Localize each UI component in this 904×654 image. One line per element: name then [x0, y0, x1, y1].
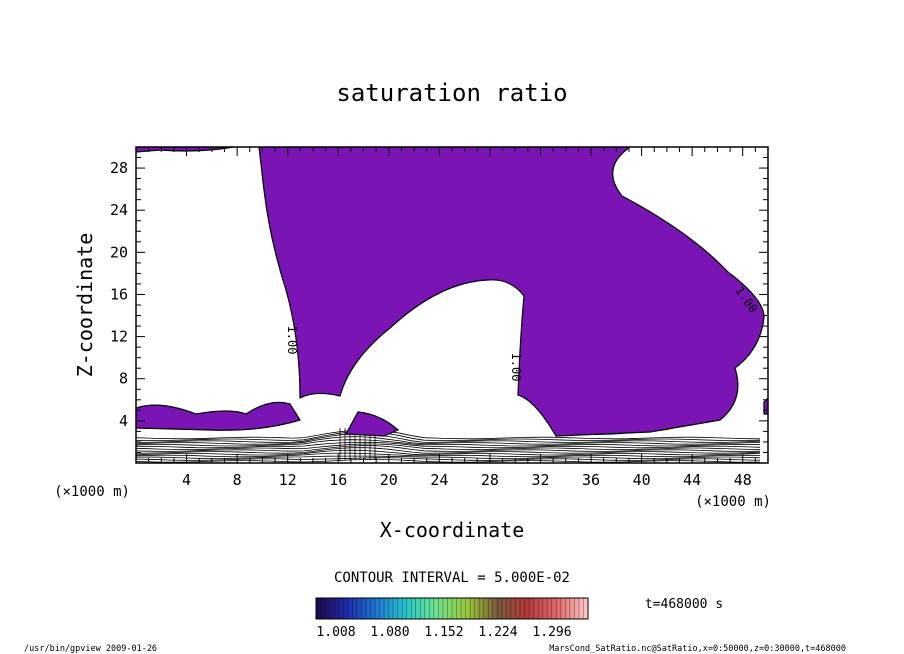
- surface-contour: [136, 441, 761, 449]
- x-tick-label: 44: [683, 471, 701, 489]
- y-tick-label: 24: [110, 201, 128, 219]
- x-unit-label: (×1000 m): [54, 484, 130, 500]
- y-axis: 4 8 12 16 20 24 28: [110, 157, 768, 453]
- surface-contour: [136, 436, 761, 445]
- x-tick-label: 20: [380, 471, 398, 489]
- surface-contour: [136, 452, 761, 458]
- colorbar-tick-label: 1.008: [316, 625, 355, 640]
- contour-labels: 1.00 1.00 1.00: [285, 284, 760, 382]
- y-tick-label: 8: [119, 370, 128, 388]
- surface-contour: [136, 429, 761, 440]
- surface-contour: [136, 439, 761, 447]
- x-tick-label: 32: [531, 471, 549, 489]
- x-tick-label: 16: [329, 471, 347, 489]
- surface-contour: [136, 431, 761, 442]
- time-label: t=468000 s: [645, 597, 723, 612]
- y-tick-label: 28: [110, 159, 128, 177]
- x-tick-label: 48: [734, 471, 752, 489]
- surface-contour: [136, 443, 761, 451]
- x-tick-label: 12: [279, 471, 297, 489]
- x-tick-label: 4: [182, 471, 191, 489]
- surface-contour: [136, 447, 761, 454]
- colorbar-tick-label: 1.296: [532, 625, 571, 640]
- footer-left: /usr/bin/gpview 2009-01-26: [24, 644, 157, 654]
- x-tick-label: 28: [481, 471, 499, 489]
- x-tick-label: 24: [430, 471, 448, 489]
- colorbar-ticks: 1.008 1.080 1.152 1.224 1.296: [316, 625, 571, 640]
- colorbar-tick-label: 1.080: [370, 625, 409, 640]
- x-tick-label: 36: [582, 471, 600, 489]
- y-tick-label: 16: [110, 285, 128, 303]
- surface-contour: [136, 445, 761, 452]
- contour-interval: CONTOUR INTERVAL = 5.000E-02: [334, 570, 570, 586]
- x-tick-label: 8: [233, 471, 242, 489]
- x-unit-label-right: (×1000 m): [695, 494, 771, 510]
- contour-label: 1.00: [509, 353, 523, 382]
- y-axis-label: Z-coordinate: [73, 233, 97, 378]
- x-axis-label: X-coordinate: [380, 518, 525, 542]
- x-tick-label: 40: [633, 471, 651, 489]
- surface-contour: [136, 449, 761, 456]
- chart-title: saturation ratio: [336, 79, 567, 107]
- plot-area: [136, 147, 768, 463]
- x-axis: 4 8 12 16 20 24 28 32 36 40 44 48: [148, 147, 756, 489]
- y-tick-label: 12: [110, 328, 128, 346]
- contour-label: 1.00: [285, 326, 299, 355]
- y-tick-label: 20: [110, 243, 128, 261]
- colorbar-tick-label: 1.152: [424, 625, 463, 640]
- colorbar: 1.008 1.080 1.152 1.224 1.296: [315, 597, 589, 640]
- colorbar-tick-label: 1.224: [478, 625, 517, 640]
- y-tick-label: 4: [119, 412, 128, 430]
- colorbar-stripes: [320, 598, 584, 619]
- surface-contour: [136, 433, 761, 443]
- footer-right: MarsCond_SatRatio.nc@SatRatio,x=0:50000,…: [549, 644, 846, 654]
